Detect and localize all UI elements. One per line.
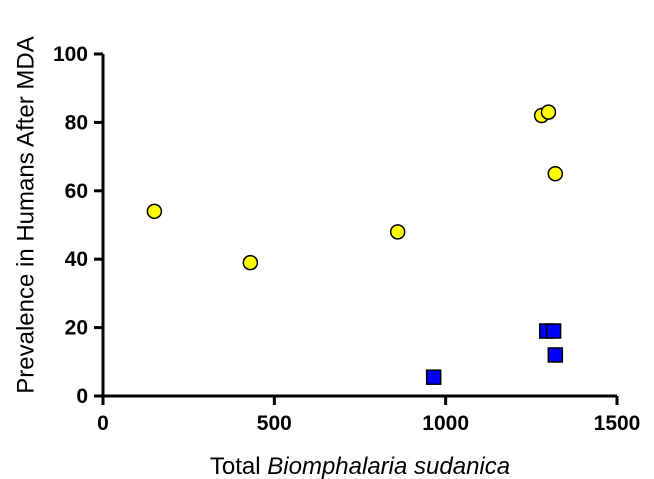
y-axis-title: Prevalence in Humans After MDA <box>12 36 39 393</box>
x-tick-label: 0 <box>97 412 109 435</box>
x-tick-label: 1500 <box>594 412 641 435</box>
y-ticks: 0 20 40 60 80 100 <box>53 43 103 408</box>
square-data-point <box>425 369 442 385</box>
x-axis-title-plain: Total <box>210 453 267 479</box>
y-tick-label: 60 <box>65 180 88 203</box>
y-tick-label: 80 <box>65 111 88 134</box>
y-tick-label: 20 <box>65 317 88 340</box>
y-tick-label: 40 <box>65 248 88 271</box>
data-points <box>146 104 564 385</box>
x-axis-title-italic: Biomphalaria sudanica <box>267 453 510 479</box>
x-tick-label: 1000 <box>422 412 469 435</box>
circle-data-point <box>242 254 259 271</box>
square-data-point <box>547 347 564 363</box>
circle-data-point <box>389 224 406 240</box>
y-tick-label: 100 <box>53 43 88 66</box>
y-tick-label: 0 <box>76 385 88 408</box>
axes <box>101 54 617 398</box>
x-axis-title: Total Biomphalaria sudanica <box>210 453 510 479</box>
circle-data-point <box>540 104 557 120</box>
x-tick-label: 500 <box>257 412 292 435</box>
circle-data-point <box>146 203 163 220</box>
square-data-point <box>545 323 562 339</box>
x-ticks: 0 500 1000 1500 <box>97 396 640 435</box>
circle-data-point <box>547 165 564 182</box>
